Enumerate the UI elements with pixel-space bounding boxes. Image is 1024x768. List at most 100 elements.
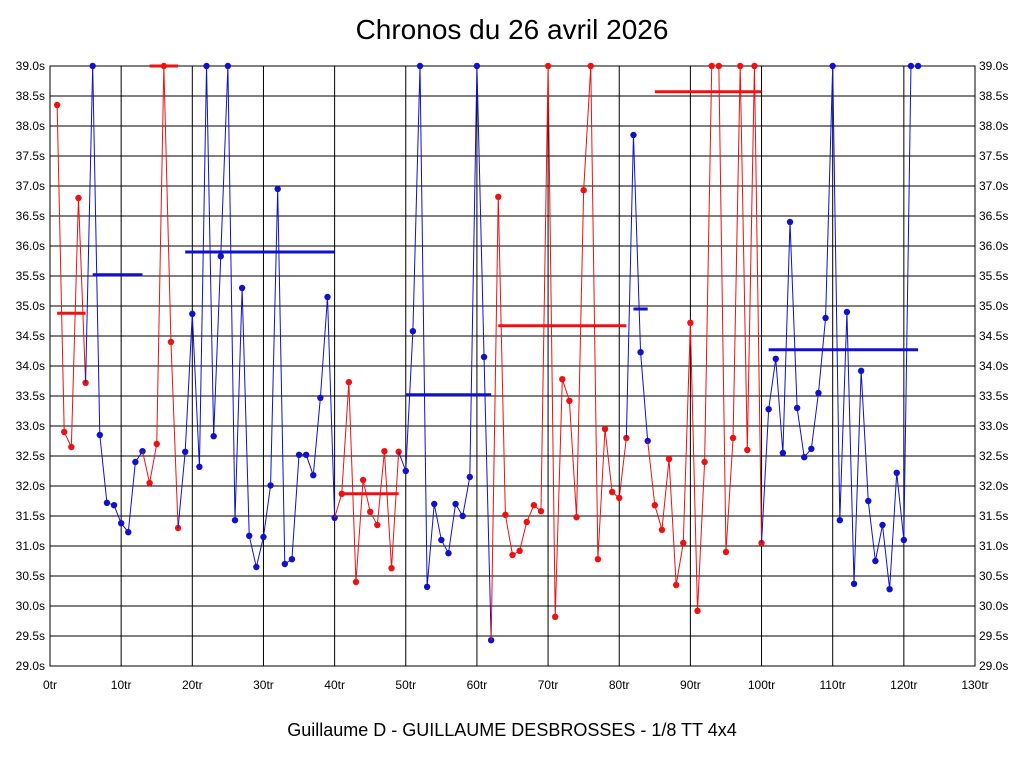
- lap-point: [324, 293, 331, 301]
- lap-point: [381, 448, 388, 455]
- segment-link-line: [647, 440, 656, 506]
- lap-line: [654, 65, 763, 611]
- lap-point: [310, 472, 317, 479]
- lap-point: [587, 62, 594, 70]
- y-tick-label-right: 29.0s: [979, 659, 1008, 673]
- lap-point: [594, 556, 602, 563]
- lap-point: [850, 580, 858, 587]
- lap-point: [736, 62, 744, 70]
- lap-point: [103, 499, 111, 506]
- lap-point: [125, 529, 132, 536]
- lap-point: [423, 583, 431, 590]
- x-tick-label: 60tr: [467, 678, 488, 692]
- lap-point: [509, 551, 516, 559]
- lap-point: [722, 548, 730, 556]
- lap-point: [196, 463, 203, 470]
- segment-9: [647, 62, 765, 614]
- segment-1: [53, 101, 89, 451]
- y-tick-label-right: 34.5s: [979, 329, 1008, 343]
- y-tick-label-left: 37.0s: [16, 179, 45, 193]
- segment-link-line: [142, 451, 151, 484]
- segment-link-line: [334, 493, 343, 518]
- lap-point: [366, 508, 374, 515]
- y-tick-label-right: 32.5s: [979, 449, 1008, 463]
- lap-point: [651, 502, 659, 509]
- lap-point: [231, 517, 239, 524]
- lap-point: [295, 451, 303, 458]
- y-tick-label-right: 32.0s: [979, 479, 1008, 493]
- lap-point: [537, 508, 545, 515]
- lap-point: [210, 433, 217, 440]
- lap-point: [544, 62, 552, 70]
- lap-point: [89, 62, 96, 70]
- x-tick-label: 40tr: [324, 678, 345, 692]
- lap-point: [744, 446, 751, 454]
- lap-point: [857, 367, 865, 374]
- y-tick-label-right: 38.0s: [979, 119, 1008, 133]
- segment-5: [334, 379, 402, 586]
- lap-point: [808, 445, 815, 452]
- lap-point: [701, 458, 708, 466]
- lap-point: [487, 637, 495, 644]
- y-tick-label-right: 35.5s: [979, 269, 1008, 283]
- y-tick-label-left: 32.5s: [16, 449, 45, 463]
- lap-point: [801, 454, 808, 461]
- lap-point: [68, 443, 75, 451]
- chart-title: Chronos du 26 avril 2026: [355, 14, 669, 45]
- lap-point: [466, 473, 474, 481]
- lap-point: [167, 338, 175, 346]
- lap-point: [914, 62, 922, 70]
- lap-point: [822, 314, 829, 322]
- y-tick-label-left: 29.0s: [16, 659, 45, 673]
- lap-point: [843, 308, 851, 316]
- y-tick-label-left: 29.5s: [16, 629, 45, 643]
- lap-point: [900, 536, 908, 544]
- y-tick-label-left: 33.5s: [16, 389, 45, 403]
- y-tick-label-right: 37.5s: [979, 149, 1008, 163]
- y-tick-label-right: 36.0s: [979, 239, 1008, 253]
- lap-point: [530, 502, 538, 509]
- y-tick-label-left: 31.0s: [16, 539, 45, 553]
- lap-point: [274, 185, 281, 193]
- y-tick-label-right: 29.5s: [979, 629, 1008, 643]
- lap-point: [872, 557, 879, 565]
- lap-point: [865, 497, 872, 505]
- lap-point: [395, 448, 402, 455]
- x-tick-label: 0tr: [43, 678, 57, 692]
- y-tick-label-right: 31.0s: [979, 539, 1008, 553]
- lap-point: [680, 539, 687, 547]
- lap-point: [181, 448, 189, 455]
- lap-point: [452, 500, 459, 508]
- y-tick-label-left: 39.0s: [16, 59, 45, 73]
- lap-point: [224, 62, 232, 70]
- x-tick-label: 130tr: [961, 678, 988, 692]
- segment-link-line: [398, 451, 407, 472]
- tick-labels: 0tr 10tr 20tr 30tr 40tr 50tr 60tr 70tr 80tr 90tr 1…: [16, 59, 1009, 692]
- x-tick-label: 70tr: [538, 678, 559, 692]
- y-tick-label-left: 34.5s: [16, 329, 45, 343]
- lap-point: [438, 536, 445, 544]
- x-tick-label: 100tr: [748, 678, 775, 692]
- segment-link-line: [490, 196, 499, 641]
- lap-point: [708, 62, 715, 70]
- lap-point: [253, 563, 260, 571]
- lap-point: [495, 193, 502, 200]
- y-tick-label-right: 33.5s: [979, 389, 1008, 403]
- segment-link-line: [625, 134, 634, 439]
- lap-point: [566, 397, 573, 404]
- lap-point: [729, 434, 737, 442]
- lap-point: [765, 406, 772, 413]
- lap-point: [523, 518, 530, 526]
- lap-point: [480, 353, 488, 361]
- x-tick-label: 110tr: [819, 678, 845, 692]
- lap-point: [374, 521, 381, 529]
- lap-point: [751, 62, 758, 70]
- y-tick-label-left: 33.0s: [16, 419, 45, 433]
- lap-point: [886, 586, 893, 593]
- segment-2: [85, 62, 146, 536]
- lap-point: [815, 389, 822, 397]
- lap-point: [388, 565, 395, 572]
- segment-3: [142, 62, 182, 532]
- lap-point: [879, 521, 886, 529]
